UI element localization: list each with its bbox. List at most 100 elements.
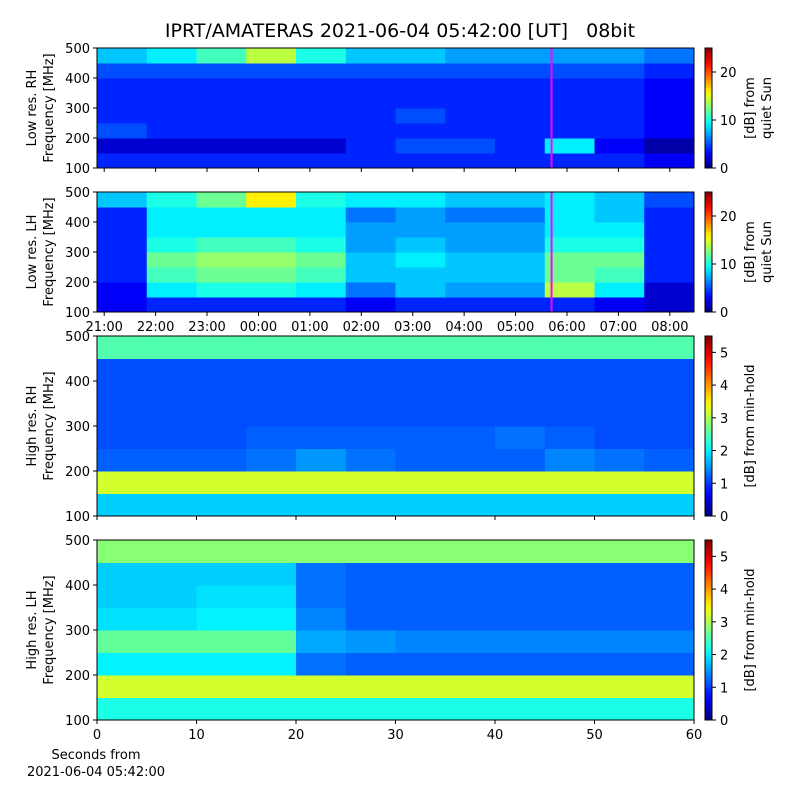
heatmap-cell [594,222,645,238]
y-axis-label: Frequency [MHz] [42,197,57,306]
heatmap-cell [146,267,197,283]
heatmap-cell [395,138,446,154]
heatmap-cell [594,63,645,79]
heatmap-cell [594,562,645,586]
y-tick-label: 100 [65,714,90,729]
heatmap-cell [296,48,347,64]
heatmap-cell [345,358,396,382]
heatmap-cell [196,237,247,253]
heatmap-cell [644,358,695,382]
heatmap-cell [296,108,347,124]
heatmap-cell [196,607,247,631]
y-tick-label: 500 [65,42,90,57]
heatmap-cell [644,252,695,268]
heatmap-cell [395,48,446,64]
heatmap-cell [395,78,446,94]
heatmap-cell [644,336,695,359]
heatmap-cell [644,448,695,472]
heatmap-cell [246,493,297,517]
heatmap-cell [196,630,247,653]
heatmap-cell [146,697,197,721]
heatmap-cell [97,585,148,608]
heatmap-cell [544,358,595,382]
heatmap-cell [345,630,396,653]
colorbar-tick-label: 10 [720,258,737,273]
heatmap-cell [196,448,247,472]
heatmap-cell [296,282,347,298]
heatmap-cell [395,426,446,449]
colorbar-tick-label: 20 [720,66,737,81]
heatmap-cell [594,607,645,631]
heatmap-cell [246,78,297,94]
heatmap-cell [445,78,496,94]
heatmap-cell [246,630,297,653]
y-tick-label: 400 [65,579,90,594]
heatmap-cell [97,448,148,472]
heatmap-cell [246,138,297,154]
heatmap-cell [644,48,695,64]
colorbar-tick-label: 0 [720,510,728,525]
heatmap-cell [644,153,695,169]
colorbar-tick-label: 1 [720,681,728,696]
heatmap-cell [196,108,247,124]
colorbar [704,191,713,313]
heatmap-cell [246,562,297,586]
heatmap-cell [644,426,695,449]
heatmap-cell [594,267,645,283]
colorbar [704,539,713,721]
heatmap-cell [146,403,197,427]
heatmap-cell [196,697,247,721]
y-tick-label: 300 [65,624,90,639]
heatmap-cell [644,93,695,109]
heatmap-cell [495,652,546,676]
heatmap-cell [445,267,496,283]
heatmap-cell [395,297,446,313]
heatmap-cell [495,336,546,359]
heatmap-cell [445,63,496,79]
heatmap-cell [345,426,396,449]
heatmap-cell [495,267,546,283]
heatmap-cell [495,138,546,154]
x-tick-label: 21:00 [85,320,122,335]
heatmap-cell [594,153,645,169]
heatmap-cell [296,123,347,139]
heatmap-cell [594,78,645,94]
heatmap-cell [345,585,396,608]
x-tick-label: 50 [586,728,603,743]
heatmap-cell [146,108,197,124]
y-tick-label: 300 [65,102,90,117]
heatmap-cell [196,48,247,64]
colorbar-tick-label: 0 [720,162,728,177]
heatmap-cell [97,153,148,169]
heatmap-cell [345,471,396,494]
heatmap-cell [296,358,347,382]
heatmap-cell [445,108,496,124]
x-tick-label: 01:00 [291,320,328,335]
heatmap-cell [395,192,446,208]
heatmap-cell [594,403,645,427]
heatmap-cell [445,237,496,253]
heatmap-cell [196,585,247,608]
heatmap-cell [445,48,496,64]
heatmap-cell [594,237,645,253]
heatmap-cell [146,562,197,586]
heatmap-cell [345,123,396,139]
heatmap-cell [146,493,197,517]
heatmap-cell [544,237,595,253]
heatmap-cell [246,540,297,563]
heatmap-cell [146,585,197,608]
heatmap-cell [544,297,595,313]
colorbar-tick-label: 2 [720,445,728,460]
heatmap-cell [594,697,645,721]
y-tick-label: 100 [65,510,90,525]
heatmap-cell [246,652,297,676]
heatmap-cell [196,426,247,449]
heatmap-cell [296,426,347,449]
heatmap-cell [544,282,595,298]
heatmap-cell [495,426,546,449]
colorbar-tick-label: 3 [720,412,728,427]
heatmap-cell [594,207,645,223]
heatmap-cell [644,562,695,586]
heatmap-cell [594,138,645,154]
colorbar-tick-label: 4 [720,583,728,598]
